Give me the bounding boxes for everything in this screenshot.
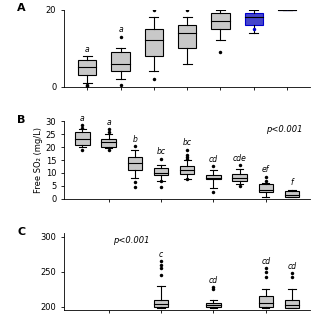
- Bar: [154, 168, 168, 175]
- Bar: [75, 132, 90, 145]
- Text: ef: ef: [262, 165, 269, 174]
- Text: a: a: [118, 25, 123, 34]
- Text: bc: bc: [156, 148, 165, 156]
- Bar: [244, 13, 263, 25]
- Text: cd: cd: [209, 155, 218, 164]
- Bar: [145, 29, 163, 56]
- Text: cde: cde: [233, 154, 247, 163]
- Bar: [178, 25, 196, 48]
- Bar: [259, 296, 273, 307]
- Text: cd: cd: [287, 262, 297, 271]
- Text: b: b: [132, 134, 137, 144]
- Text: a: a: [80, 114, 85, 123]
- Text: cd: cd: [261, 257, 270, 266]
- Y-axis label: Free SO₂ (mg/L): Free SO₂ (mg/L): [34, 127, 43, 193]
- Text: C: C: [17, 227, 25, 237]
- Bar: [101, 140, 116, 147]
- Text: bc: bc: [183, 139, 192, 148]
- Text: c: c: [159, 250, 163, 259]
- Bar: [154, 300, 168, 307]
- Text: a: a: [106, 118, 111, 127]
- Bar: [232, 174, 247, 180]
- Text: cd: cd: [209, 276, 218, 285]
- Text: A: A: [17, 4, 26, 13]
- Bar: [285, 300, 299, 308]
- Text: p<0.001: p<0.001: [267, 124, 303, 133]
- Text: B: B: [17, 115, 26, 125]
- Bar: [211, 13, 230, 29]
- Text: a: a: [85, 44, 90, 53]
- Bar: [206, 303, 220, 307]
- Bar: [259, 184, 273, 192]
- Text: p<0.001: p<0.001: [113, 236, 150, 245]
- Text: f: f: [291, 178, 293, 187]
- Bar: [206, 175, 220, 179]
- Bar: [111, 52, 130, 71]
- Bar: [128, 157, 142, 170]
- Bar: [180, 166, 195, 174]
- Bar: [285, 191, 299, 197]
- Bar: [78, 60, 96, 75]
